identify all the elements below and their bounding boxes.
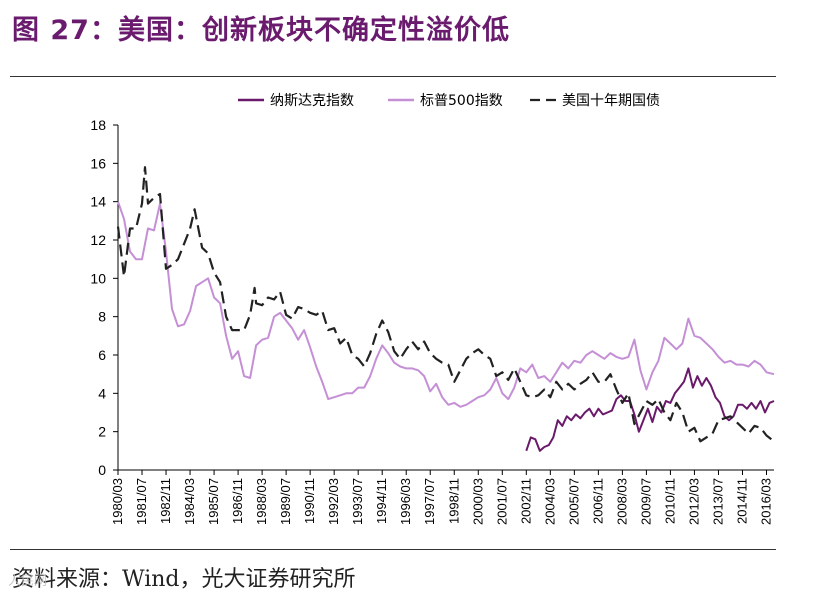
x-tick-label: 1982/11 [158,478,173,524]
x-tick-label: 1996/03 [398,478,413,525]
x-tick-label: 1993/07 [350,478,365,525]
x-tick-label: 2013/07 [710,478,725,525]
x-tick-label: 1986/11 [230,478,245,524]
y-tick-label: 16 [90,155,106,171]
x-tick-label: 1981/07 [134,478,149,525]
legend-label-2: 标普500指数 [420,93,503,109]
y-tick-label: 6 [98,347,106,363]
x-tick-label: 2002/11 [518,478,533,524]
x-tick-label: 1997/07 [422,478,437,525]
series-line-3 [116,166,775,443]
x-tick-label: 1992/03 [326,478,341,525]
legend-label-1: 纳斯达克指数 [270,93,354,109]
x-tick-label: 2010/11 [662,478,677,524]
x-tick-label: 1984/03 [182,478,197,525]
x-tick-label: 2000/03 [470,478,485,525]
x-tick-label: 2005/07 [566,478,581,525]
x-tick-label: 2004/03 [542,478,557,525]
x-tick-label: 1988/03 [254,478,269,525]
x-axis: 1980/03 1981/07 1982/11 1984/03 1985/07 1986/… [110,469,774,525]
x-tick-label: 1998/11 [446,478,461,524]
y-tick-label: 18 [90,117,106,133]
y-tick-label: 12 [90,232,106,248]
title-divider [10,76,776,77]
x-tick-label: 2009/07 [638,478,653,525]
y-tick-label: 14 [90,194,106,210]
y-tick-label: 4 [98,385,106,401]
legend-label-3: 美国十年期国债 [562,93,660,109]
x-tick-label: 2008/03 [614,478,629,525]
series-line-2 [117,201,775,408]
x-tick-label: 1980/03 [110,478,125,525]
x-tick-label: 1990/11 [302,478,317,524]
y-tick-label: 8 [98,309,106,325]
y-tick-label: 2 [98,424,106,440]
y-tick-label: 10 [90,270,106,286]
x-tick-label: 1994/11 [374,478,389,524]
page-title: 图 27：美国：创新板块不确定性溢价低 [12,15,510,46]
line-chart: 纳斯达克指数 标普500指数 美国十年期国债 0 2 4 6 8 10 12 14 16 18 198… [90,93,775,525]
x-tick-label: 2012/03 [686,478,701,525]
x-tick-label: 2001/07 [494,478,509,525]
x-tick-label: 1985/07 [206,478,221,525]
x-tick-label: 2014/11 [734,478,749,524]
chart-legend: 纳斯达克指数 标普500指数 美国十年期国债 [238,93,660,109]
x-tick-label: 1989/07 [278,478,293,525]
source-note: 资料来源：Wind，光大证券研究所 [12,567,356,592]
y-axis: 0 2 4 6 8 10 12 14 16 18 [90,117,119,478]
series-layer [116,166,775,452]
source-divider [10,549,776,550]
y-tick-label: 0 [98,462,106,478]
x-tick-label: 2006/11 [590,478,605,524]
x-tick-label: 2016/03 [758,478,773,525]
watermark: 人民网 [8,574,48,589]
